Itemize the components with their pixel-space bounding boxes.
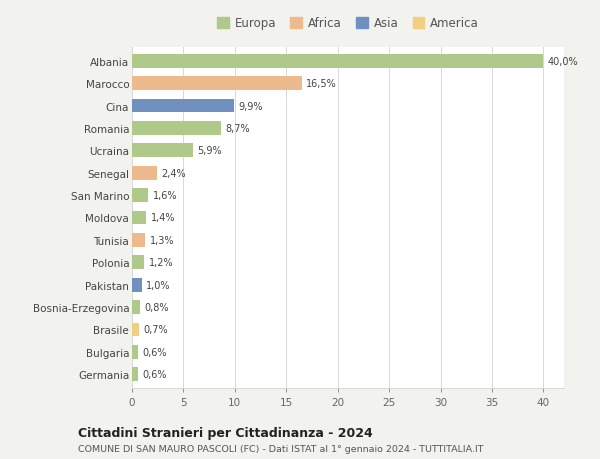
Text: 1,3%: 1,3%: [149, 235, 174, 246]
Legend: Europa, Africa, Asia, America: Europa, Africa, Asia, America: [215, 15, 481, 33]
Text: 2,4%: 2,4%: [161, 168, 185, 179]
Text: 16,5%: 16,5%: [306, 79, 337, 89]
Bar: [132, 122, 221, 135]
Text: 1,2%: 1,2%: [148, 257, 173, 268]
Bar: [132, 189, 148, 202]
Bar: [132, 368, 138, 381]
Text: 8,7%: 8,7%: [226, 123, 250, 134]
Bar: [132, 99, 234, 113]
Text: 40,0%: 40,0%: [548, 56, 578, 67]
Text: Cittadini Stranieri per Cittadinanza - 2024: Cittadini Stranieri per Cittadinanza - 2…: [78, 426, 373, 439]
Text: 1,6%: 1,6%: [152, 190, 177, 201]
Bar: [132, 167, 157, 180]
Text: 5,9%: 5,9%: [197, 146, 221, 156]
Text: COMUNE DI SAN MAURO PASCOLI (FC) - Dati ISTAT al 1° gennaio 2024 - TUTTITALIA.IT: COMUNE DI SAN MAURO PASCOLI (FC) - Dati …: [78, 444, 484, 453]
Bar: [132, 55, 544, 68]
Text: 1,0%: 1,0%: [146, 280, 171, 290]
Bar: [132, 278, 142, 292]
Text: 0,6%: 0,6%: [142, 369, 167, 380]
Text: 0,8%: 0,8%: [145, 302, 169, 313]
Bar: [132, 77, 302, 91]
Text: 0,6%: 0,6%: [142, 347, 167, 357]
Bar: [132, 234, 145, 247]
Text: 1,4%: 1,4%: [151, 213, 175, 223]
Text: 9,9%: 9,9%: [238, 101, 262, 111]
Text: 0,7%: 0,7%: [143, 325, 168, 335]
Bar: [132, 256, 145, 269]
Bar: [132, 345, 138, 359]
Bar: [132, 323, 139, 337]
Bar: [132, 301, 140, 314]
Bar: [132, 211, 146, 225]
Bar: [132, 144, 193, 158]
